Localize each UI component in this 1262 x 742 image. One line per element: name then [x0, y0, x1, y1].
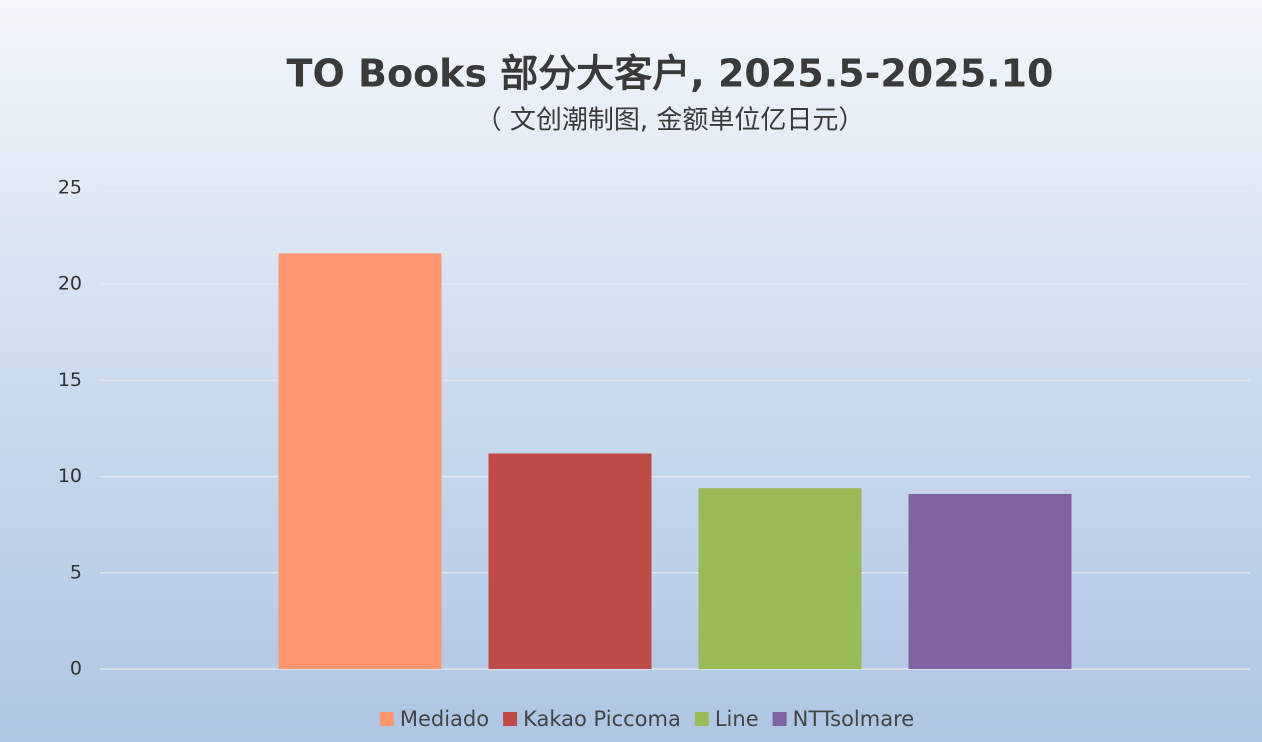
y-tick-label: 15 [58, 369, 82, 391]
bar [698, 488, 862, 669]
y-tick-label: 0 [70, 658, 82, 680]
legend-label: Kakao Piccoma [523, 707, 681, 731]
legend: Mediado Kakao Piccoma Line NTTsolmare [379, 707, 915, 731]
legend-swatch [694, 712, 709, 726]
chart-title: TO Books 部分大客户, 2025.5-2025.10 [287, 52, 1054, 96]
y-tick-label: 10 [58, 465, 82, 487]
y-tick-label: 25 [58, 177, 82, 199]
legend-swatch [772, 712, 787, 726]
legend-label: Line [715, 707, 759, 731]
bar [488, 453, 652, 669]
legend-label: Mediado [400, 707, 489, 731]
legend-swatch [379, 712, 394, 726]
legend-swatch [503, 712, 518, 726]
bar [908, 493, 1072, 669]
y-tick-label: 20 [58, 273, 82, 295]
chart-subtitle: （ 文创潮制图, 金额单位亿日元） [476, 106, 865, 136]
bar [278, 253, 442, 669]
y-tick-label: 5 [70, 561, 82, 583]
legend-label: NTTsolmare [793, 707, 915, 731]
